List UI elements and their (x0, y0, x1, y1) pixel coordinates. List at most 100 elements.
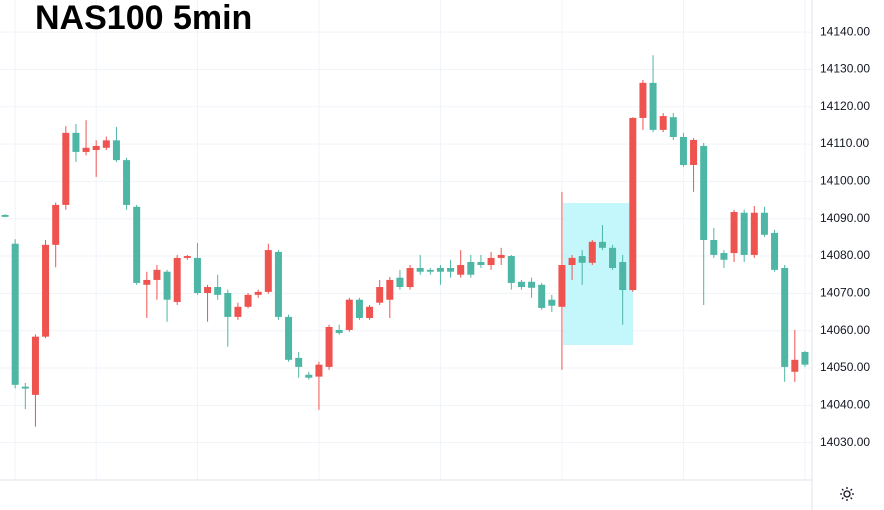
candle-body (355, 299, 363, 319)
candle-body (52, 204, 60, 245)
candle-body (11, 243, 19, 385)
y-tick-label: 14040.00 (820, 398, 870, 412)
candle-body (528, 281, 536, 288)
y-tick-label: 14130.00 (820, 62, 870, 76)
candle-body (305, 374, 313, 378)
y-tick-label: 14050.00 (820, 360, 870, 374)
candle-body (700, 145, 708, 240)
x-tick-label: 13:00 (425, 486, 455, 500)
candle-body (639, 82, 647, 118)
candle-body (426, 269, 434, 272)
candle-body (416, 267, 424, 272)
candle-body (234, 306, 242, 317)
candle-body (710, 240, 718, 255)
candle-body (629, 117, 637, 291)
candle-body (791, 359, 799, 372)
candle-body (345, 299, 353, 330)
candle-body (173, 257, 181, 302)
candle-body (335, 329, 343, 333)
x-tick-label: 11:00 (183, 486, 212, 500)
x-tick-label: 14:00 (547, 486, 577, 500)
candle-body (507, 256, 515, 283)
candle-body (730, 212, 738, 254)
candle-body (224, 293, 232, 317)
y-tick-label: 14030.00 (820, 435, 870, 449)
candle-body (436, 267, 444, 272)
grid (0, 0, 812, 480)
candle-body (386, 279, 394, 300)
candle-body (568, 257, 576, 266)
candle-body (447, 267, 455, 272)
candle-body (163, 271, 171, 300)
candle-body (679, 136, 687, 165)
x-tick-label: 15:00 (668, 486, 698, 500)
candle-body (285, 316, 293, 360)
candle-body (558, 265, 566, 307)
candle-body (517, 281, 525, 288)
candle-body (669, 117, 677, 137)
candle-body (72, 132, 80, 152)
candle-body (406, 267, 414, 288)
candle-body (274, 251, 282, 317)
candle-body (133, 206, 141, 283)
candle-body (82, 147, 90, 152)
y-tick-label: 14070.00 (820, 286, 870, 300)
candle-body (598, 241, 606, 248)
y-tick-label: 14140.00 (820, 24, 870, 38)
candle-body (244, 294, 252, 307)
y-tick-label: 14120.00 (820, 99, 870, 113)
settings-icon[interactable] (840, 487, 854, 501)
candle-body (487, 257, 495, 266)
candle-body (376, 287, 384, 303)
candle-body (92, 145, 100, 151)
candle-body (315, 364, 323, 377)
candle-body (62, 132, 70, 205)
y-tick-label: 14110.00 (820, 136, 869, 150)
x-tick-label: 12:00 (304, 486, 334, 500)
x-tick-label: 16:00 (790, 486, 820, 500)
candle-body (750, 212, 758, 255)
x-tick-label: 10:10 (81, 486, 111, 500)
candle-body (193, 257, 201, 294)
candle-body (325, 326, 333, 367)
candle-body (760, 212, 768, 235)
axes: 14030.00 14040.00 14050.00 14060.00 14070.00… (9, 24, 870, 500)
candle-body (1, 214, 9, 217)
candle-body (254, 291, 262, 295)
candle-body (659, 116, 667, 130)
chart-title: NAS100 5min (35, 0, 252, 37)
candle-body (609, 247, 617, 268)
candle-body (538, 284, 546, 308)
candle-body (690, 139, 698, 165)
candle-body (21, 386, 29, 389)
candles (1, 55, 809, 427)
candle-body (214, 287, 222, 295)
candle-body (204, 287, 212, 294)
candle-body (143, 279, 151, 285)
candle-body (720, 253, 728, 260)
candle-body (183, 256, 191, 258)
candle-body (123, 160, 131, 205)
candle-body (42, 244, 50, 337)
y-tick-label: 14080.00 (820, 248, 870, 262)
candle-body (31, 336, 39, 395)
candle-body (153, 269, 161, 280)
candle-body (295, 357, 303, 367)
y-tick-label: 14100.00 (820, 174, 870, 188)
candle-body (497, 254, 505, 258)
candle-body (457, 265, 465, 275)
candle-body (467, 262, 475, 275)
candle-body (264, 250, 272, 292)
x-tick-label: 28 (9, 486, 23, 500)
candle-body (578, 256, 586, 263)
y-tick-label: 14090.00 (820, 211, 870, 225)
candle-body (366, 306, 374, 319)
candle-body (112, 140, 120, 161)
y-tick-label: 14060.00 (820, 323, 870, 337)
candle-body (548, 299, 556, 306)
candle-body (649, 82, 657, 130)
candle-body (102, 140, 110, 148)
candle-body (588, 241, 596, 263)
